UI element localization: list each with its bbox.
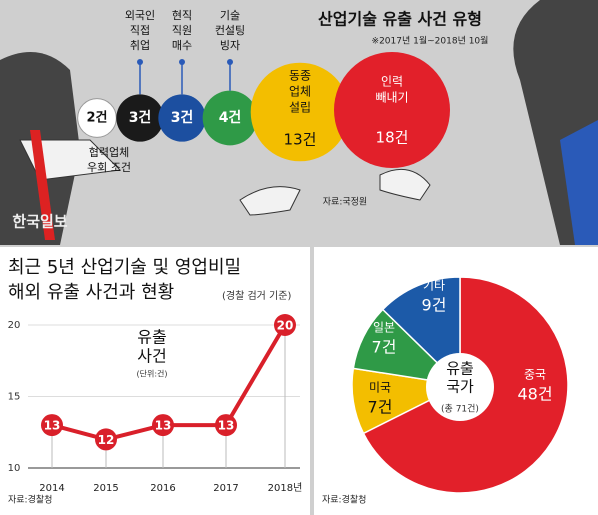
value-label: 13 (218, 419, 235, 433)
category-label: 직접 (130, 24, 150, 37)
category-label: 컨설팅 (215, 24, 245, 37)
category-label: 빼내기 (375, 91, 408, 105)
category-label: 동종 (289, 69, 311, 83)
bubble (250, 62, 350, 162)
y-tick-label: 15 (8, 392, 21, 403)
watermark: 한국일보 (12, 213, 67, 231)
leader-dot (227, 59, 233, 65)
category-label: 업체 (289, 85, 311, 99)
category-label: 외국인 (125, 9, 155, 22)
series-label: 사건 (137, 347, 166, 366)
hand-right (379, 168, 431, 201)
value-label: 7건 (372, 338, 397, 357)
slice-label: 일본 (373, 321, 395, 335)
value-label: 48건 (517, 385, 552, 404)
value-label: 3건 (129, 109, 152, 126)
value-label: 18건 (376, 129, 409, 147)
source: 자료:국정원 (323, 197, 367, 208)
slice-label: 미국 (369, 381, 391, 395)
center-label: 국가 (446, 378, 474, 396)
value-label: 7건 (368, 398, 393, 417)
tie-left (30, 130, 55, 240)
center-hole (426, 353, 494, 421)
value-label: 13 (155, 419, 172, 433)
subtitle: ※2017년 1월~2018년 10월 (372, 35, 489, 47)
x-tick-label: 2016 (150, 483, 175, 494)
value-label: 2건 (86, 110, 107, 126)
tie-right (560, 120, 598, 245)
value-label: 4건 (219, 109, 242, 126)
slice-label: 기타 (423, 279, 445, 293)
category-label: 직원 (172, 24, 192, 37)
point (215, 414, 237, 437)
line-panel (0, 247, 310, 515)
point (274, 314, 296, 336)
value-label: 20 (277, 319, 294, 333)
value-label: 9건 (422, 296, 447, 315)
y-tick-label: 20 (8, 320, 21, 331)
hand-left (239, 186, 301, 216)
unit-label: (단위:건) (136, 369, 167, 379)
pie-slice (381, 276, 461, 387)
source: 자료:경찰청 (322, 494, 366, 506)
center-label: 유출 (446, 360, 474, 378)
value-label: 12 (98, 433, 115, 447)
category-label: 협력업체 (89, 146, 129, 159)
category-label: 취업 (130, 39, 150, 52)
point (95, 428, 117, 451)
series-label: 유출 (137, 328, 166, 347)
value-label: 13 (44, 419, 61, 433)
point (152, 414, 174, 437)
bubble (158, 94, 206, 142)
y-tick-label: 10 (8, 463, 21, 474)
category-label: 설립 (289, 101, 311, 115)
category-label: 기술 (220, 9, 240, 22)
bubble (202, 90, 258, 146)
title: 산업기술 유출 사건 유형 (318, 10, 482, 29)
category-label: 우회 조건 (87, 161, 131, 174)
title-note: (경찰 검거 기준) (222, 289, 291, 302)
x-tick-label: 2018년 (268, 482, 303, 494)
category-label: 인력 (381, 75, 403, 89)
category-label: 현직 (172, 9, 192, 22)
leader-dot (179, 59, 185, 65)
title: 해외 유출 사건과 현황 (8, 282, 174, 303)
point (41, 414, 63, 437)
value-label: 3건 (171, 109, 194, 126)
divider (310, 245, 314, 515)
title: 최근 5년 산업기술 및 영업비밀 (8, 257, 241, 278)
bubble (334, 52, 450, 168)
x-tick-label: 2017 (213, 483, 238, 494)
bubble (116, 94, 164, 142)
divider (0, 245, 598, 247)
x-tick-label: 2015 (93, 483, 118, 494)
leader-dot (137, 59, 143, 65)
source: 자료:경찰청 (8, 494, 52, 506)
value-label: 13건 (284, 131, 317, 149)
slice-label: 중국 (524, 368, 546, 382)
x-tick-label: 2014 (39, 483, 64, 494)
category-label: 매수 (172, 39, 192, 52)
total-label: (총 71건) (441, 404, 479, 415)
category-label: 빙자 (220, 39, 240, 52)
